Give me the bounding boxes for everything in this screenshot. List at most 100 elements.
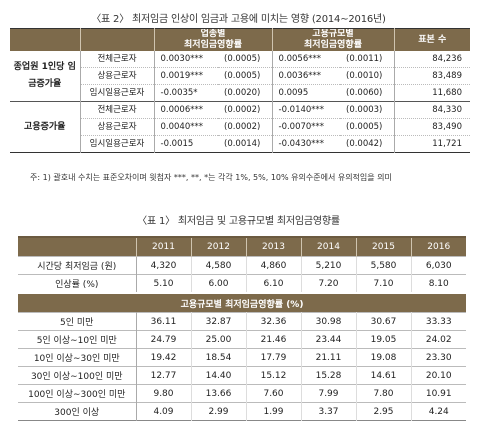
- value-cell: 36.11: [136, 312, 192, 331]
- table-row: 종업원 1인당 임금증가율 전체근로자 0.0030*** (0.0005) 0.005…: [10, 51, 470, 102]
- row-label: 인상률 (%): [18, 274, 137, 293]
- row-label: 10인 이상∼30인 미만: [18, 348, 137, 367]
- industry-coef: 0.0030***: [154, 51, 218, 68]
- sample-size: 84,236: [394, 51, 470, 68]
- value-cell: 5,210: [301, 256, 357, 275]
- row-label: 임시일용근로자: [80, 84, 155, 102]
- value-cell: 21.11: [301, 348, 357, 367]
- value-cell: 5,580: [356, 256, 412, 275]
- value-cell: 21.46: [246, 330, 302, 349]
- size-coef: -0.0070***: [272, 118, 340, 136]
- group-label: 종업원 1인당 임금증가율: [10, 51, 81, 102]
- year-header: 2015: [356, 237, 412, 257]
- value-cell: 6.10: [246, 274, 302, 293]
- sample-size: 84,330: [394, 101, 470, 119]
- industry-se: (0.0014): [218, 135, 273, 153]
- table1-title: 〈표 1〉 최저임금 및 고용규모별 최저임금영향률: [137, 216, 340, 227]
- size-se: (0.0042): [340, 135, 395, 153]
- header-industry-impact: 업종별 최저임금영향률: [154, 28, 273, 51]
- table-row: 상용근로자 0.0019*** (0.0005) 0.0036*** (0.0010) 8…: [10, 67, 470, 85]
- row-label: 30인 이상∼100인 미만: [18, 366, 137, 385]
- value-cell: 14.61: [356, 366, 412, 385]
- value-cell: 30.98: [301, 312, 357, 331]
- value-cell: 4.09: [136, 402, 192, 421]
- value-cell: 32.87: [191, 312, 247, 331]
- value-cell: 7.80: [356, 384, 412, 403]
- industry-coef: 0.0006***: [154, 101, 218, 119]
- row-label: 전체근로자: [80, 101, 155, 119]
- industry-coef: 0.0040***: [154, 118, 218, 136]
- value-cell: 8.10: [411, 274, 466, 293]
- table-row: 300인 이상 4.09 2.99 1.99 3.37 2.95 4.24: [18, 402, 466, 421]
- value-cell: 15.28: [301, 366, 357, 385]
- value-cell: 15.12: [246, 366, 302, 385]
- value-cell: 7.20: [301, 274, 357, 293]
- industry-coef: -0.0015: [154, 135, 218, 153]
- table-row: 5인 미만 36.11 32.87 32.36 30.98 30.67 33.33: [18, 312, 466, 331]
- subheader-row: 고용규모별 최저임금영향률 (%): [18, 292, 466, 313]
- value-cell: 4,320: [136, 256, 192, 275]
- value-cell: 24.02: [411, 330, 466, 349]
- size-se: (0.0010): [340, 67, 395, 85]
- header-sample-size: 표본 수: [394, 28, 470, 51]
- industry-se: (0.0005): [218, 51, 273, 68]
- table-row: 인상률 (%) 5.10 6.00 6.10 7.20 7.10 8.10: [18, 274, 466, 293]
- year-header: 2012: [191, 237, 247, 257]
- value-cell: 19.08: [356, 348, 412, 367]
- row-label: 100인 이상∼300인 미만: [18, 384, 137, 403]
- sample-size: 11,680: [394, 84, 470, 102]
- row-label: 상용근로자: [80, 67, 155, 85]
- size-se: (0.0003): [340, 101, 395, 119]
- value-cell: 12.77: [136, 366, 192, 385]
- sample-size: 11,721: [394, 135, 470, 153]
- table-row: 10인 이상∼30인 미만 19.42 18.54 17.79 21.11 19.08 23…: [18, 348, 466, 367]
- value-cell: 1.99: [246, 402, 302, 421]
- value-cell: 4.24: [411, 402, 466, 421]
- size-coef: -0.0430***: [272, 135, 340, 153]
- table-row: 상용근로자 0.0040*** (0.0002) -0.0070*** (0.0005)…: [10, 118, 470, 136]
- industry-se: (0.0005): [218, 67, 273, 85]
- table-row: 30인 이상∼100인 미만 12.77 14.40 15.12 15.28 14.61 2…: [18, 366, 466, 385]
- row-label: 시간당 최저임금 (원): [18, 256, 137, 275]
- table-row: 100인 이상∼300인 미만 9.80 13.66 7.60 7.99 7.80 10.9…: [18, 384, 466, 403]
- impact-table: 업종별 최저임금영향률 고용규모별 최저임금영향률 표본 수 종업원 1인당 임금증…: [10, 28, 470, 153]
- size-se: (0.0060): [340, 84, 395, 102]
- value-cell: 9.80: [136, 384, 192, 403]
- year-header: 2011: [136, 237, 192, 257]
- value-cell: 7.60: [246, 384, 302, 403]
- value-cell: 19.42: [136, 348, 192, 367]
- value-cell: 2.99: [191, 402, 247, 421]
- group-label: 고용증가율: [10, 101, 81, 153]
- value-cell: 23.44: [301, 330, 357, 349]
- row-label: 300인 이상: [18, 402, 137, 421]
- value-cell: 32.36: [246, 312, 302, 331]
- size-impact-subheader: 고용규모별 최저임금영향률 (%): [18, 292, 466, 313]
- value-cell: 25.00: [191, 330, 247, 349]
- value-cell: 33.33: [411, 312, 466, 331]
- table-row: 5인 이상∼10인 미만 24.79 25.00 21.46 23.44 19.05 24.…: [18, 330, 466, 349]
- size-coef: 0.0095: [272, 84, 340, 102]
- value-cell: 18.54: [191, 348, 247, 367]
- table-row: 임시일용근로자 -0.0015 (0.0014) -0.0430*** (0.0042)…: [10, 135, 470, 153]
- table2-title: 〈표 2〉 최저임금 인상이 임금과 고용에 미치는 영향 (2014∼2016…: [91, 14, 386, 25]
- year-header: 2014: [301, 237, 357, 257]
- row-label: 5인 미만: [18, 312, 137, 331]
- year-header: 2016: [411, 237, 466, 257]
- table-row: 고용증가율 전체근로자 0.0006*** (0.0002) -0.0140*** (0.…: [10, 101, 470, 153]
- table-row: 시간당 최저임금 (원) 4,320 4,580 4,860 5,210 5,580 6,0…: [18, 256, 466, 275]
- industry-coef: 0.0019***: [154, 67, 218, 85]
- value-cell: 24.79: [136, 330, 192, 349]
- value-cell: 4,860: [246, 256, 302, 275]
- value-cell: 14.40: [191, 366, 247, 385]
- value-cell: 13.66: [191, 384, 247, 403]
- value-cell: 3.37: [301, 402, 357, 421]
- value-cell: 5.10: [136, 274, 192, 293]
- industry-coef: -0.0035*: [154, 84, 218, 102]
- row-label: 상용근로자: [80, 118, 155, 136]
- row-label: 전체근로자: [80, 51, 155, 68]
- size-se: (0.0005): [340, 118, 395, 136]
- sample-size: 83,489: [394, 67, 470, 85]
- size-coef: -0.0140***: [272, 101, 340, 119]
- size-coef: 0.0036***: [272, 67, 340, 85]
- size-coef: 0.0056***: [272, 51, 340, 68]
